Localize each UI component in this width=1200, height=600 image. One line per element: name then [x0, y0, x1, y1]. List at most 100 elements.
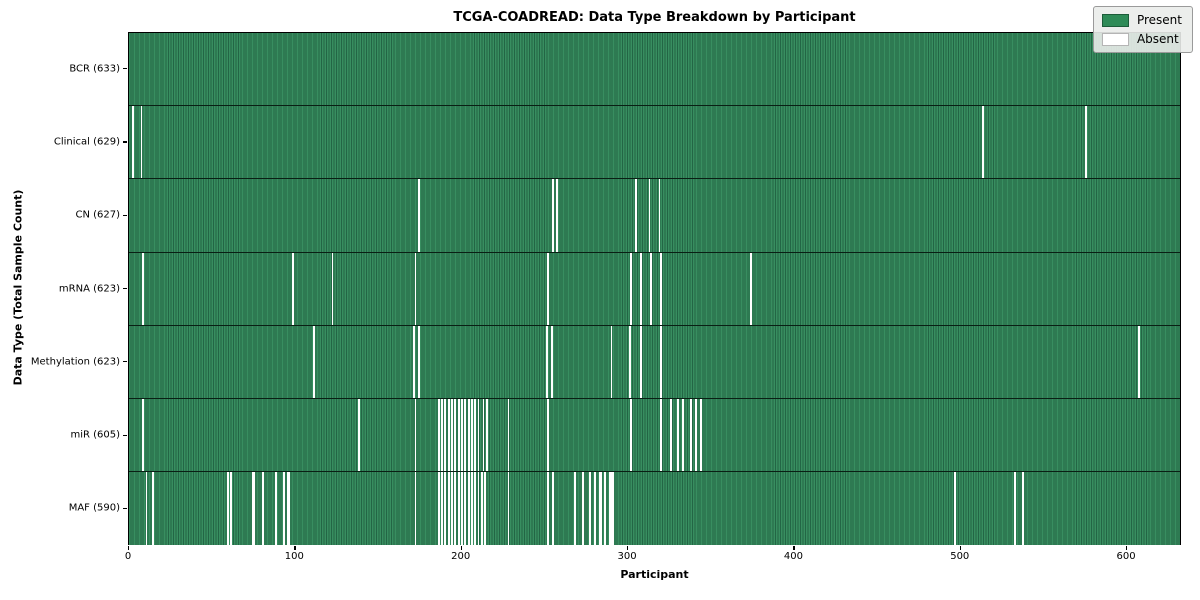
y-tick-mark	[123, 507, 127, 510]
absent-stripe	[660, 398, 663, 472]
legend: Present Absent	[1092, 6, 1193, 53]
absent-stripe	[550, 325, 553, 398]
absent-stripe	[253, 472, 256, 546]
absent-stripe	[982, 106, 985, 179]
heatmap-row-mRNA	[129, 252, 1180, 326]
absent-stripe	[412, 325, 415, 398]
heatmap-row-Clinical	[129, 106, 1180, 180]
absent-stripe	[640, 252, 643, 325]
absent-stripe	[275, 472, 277, 546]
y-tick-label: Clinical (629)	[53, 136, 120, 148]
absent-stripe	[588, 472, 591, 546]
absent-stripe	[749, 252, 752, 325]
absent-stripe	[288, 472, 291, 546]
absent-stripe	[447, 472, 450, 546]
absent-stripe	[230, 472, 233, 546]
absent-stripe	[545, 325, 548, 398]
x-tick-label: 200	[451, 551, 471, 562]
absent-stripe	[608, 472, 611, 546]
absent-stripe	[414, 472, 417, 546]
x-tick-mark	[627, 546, 629, 550]
absent-stripe	[414, 398, 417, 472]
x-axis-title: Participant	[620, 568, 689, 581]
absent-stripe	[283, 472, 286, 546]
absent-stripe	[461, 398, 463, 472]
absent-stripe	[954, 472, 956, 546]
absent-stripe	[484, 472, 487, 546]
y-tick-label: miR (605)	[70, 429, 120, 441]
absent-stripe	[690, 398, 692, 472]
absent-stripe	[648, 179, 651, 252]
absent-stripe	[441, 472, 443, 546]
absent-stripe	[477, 472, 480, 546]
absent-stripe	[598, 472, 601, 546]
absent-stripe	[670, 398, 673, 472]
absent-stripe	[437, 398, 440, 472]
x-tick-label: 400	[783, 551, 803, 562]
absent-stripe	[474, 472, 477, 546]
absent-stripe	[152, 472, 155, 546]
x-tick-mark	[793, 546, 795, 550]
absent-stripe	[612, 472, 614, 546]
absent-stripe	[451, 398, 453, 472]
absent-stripe	[482, 398, 485, 472]
x-tick-label: 300	[617, 551, 637, 562]
absent-stripe	[331, 252, 334, 325]
absent-stripe	[467, 398, 470, 472]
absent-stripe	[1013, 472, 1016, 546]
absent-stripe	[640, 325, 643, 398]
y-tick-mark	[123, 214, 127, 216]
heatmap-row-miR	[129, 398, 1180, 473]
absent-stripe	[454, 472, 457, 546]
y-tick-mark	[123, 68, 127, 70]
absent-stripe	[507, 398, 510, 472]
absent-stripe	[454, 398, 457, 472]
absent-stripe	[447, 398, 450, 472]
absent-stripe	[630, 398, 633, 472]
absent-stripe	[477, 398, 480, 472]
absent-stripe	[313, 325, 316, 398]
legend-present-label: Present	[1136, 13, 1182, 27]
absent-stripe	[142, 252, 145, 325]
absent-stripe	[414, 252, 417, 325]
absent-stripe	[547, 398, 550, 472]
absent-stripe	[650, 252, 653, 325]
x-tick-mark	[1126, 546, 1128, 550]
absent-stripe	[142, 398, 145, 472]
absent-stripe	[552, 179, 555, 252]
legend-entry-absent: Absent	[1101, 32, 1182, 46]
absent-stripe	[441, 398, 443, 472]
absent-stripe	[681, 398, 684, 472]
absent-stripe	[700, 398, 702, 472]
legend-entry-present: Present	[1101, 13, 1182, 27]
absent-stripe	[603, 472, 606, 546]
chart-title: TCGA-COADREAD: Data Type Breakdown by Pa…	[453, 10, 856, 25]
absent-stripe	[582, 472, 585, 546]
absent-stripe	[471, 398, 473, 472]
absent-stripe	[132, 106, 135, 179]
absent-stripe	[628, 325, 631, 398]
absent-stripe	[1085, 106, 1088, 179]
absent-stripe	[251, 472, 254, 546]
absent-stripe	[140, 106, 143, 179]
absent-stripe	[291, 252, 294, 325]
absent-stripe	[660, 325, 663, 398]
absent-stripe	[1138, 325, 1141, 398]
absent-stripe	[437, 472, 440, 546]
absent-stripe	[676, 398, 679, 472]
heatmap-row-CN	[129, 179, 1180, 253]
plot-area	[128, 32, 1181, 546]
absent-stripe	[457, 398, 460, 472]
absent-stripe	[471, 472, 473, 546]
absent-stripe	[547, 472, 550, 546]
absent-stripe	[226, 472, 229, 546]
absent-stripe	[417, 179, 420, 252]
absent-stripe	[467, 472, 470, 546]
present-swatch-icon	[1101, 13, 1129, 27]
y-tick-label: BCR (633)	[69, 63, 120, 75]
absent-stripe	[610, 472, 613, 546]
heatmap-row-MAF	[129, 472, 1180, 546]
absent-stripe	[358, 398, 360, 472]
absent-stripe	[457, 472, 460, 546]
